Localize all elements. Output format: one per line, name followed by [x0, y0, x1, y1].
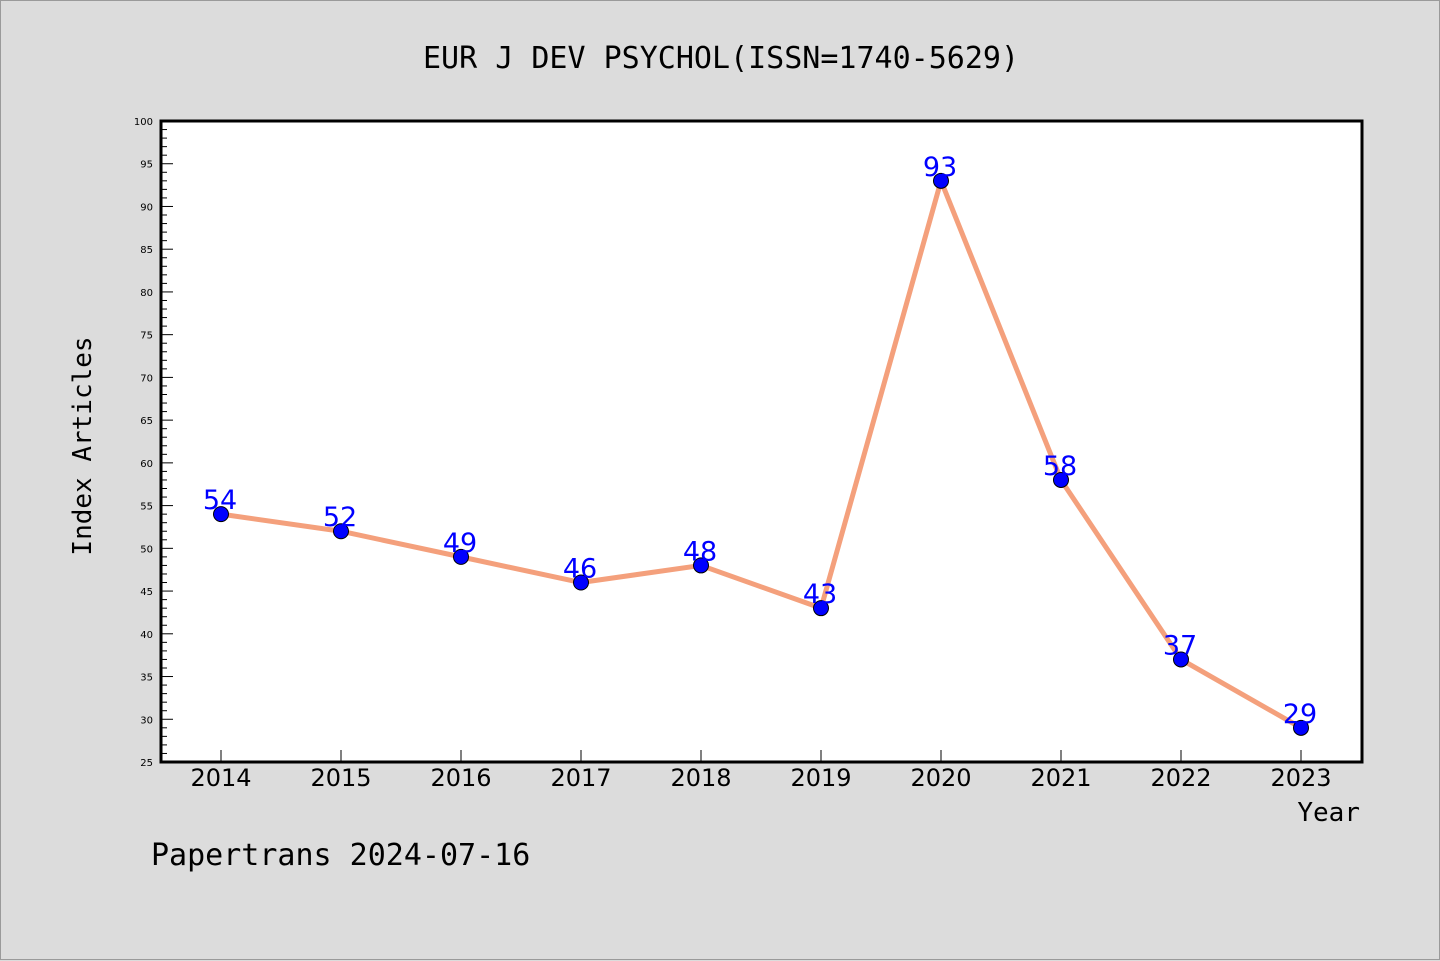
data-point	[453, 548, 469, 565]
y-axis: 25 30 35 40 45 50 55 60 65 70 75 80 85 90 95 100	[134, 117, 173, 769]
data-label: 49	[443, 528, 477, 559]
data-label: 93	[923, 152, 957, 183]
x-tick-label: 2017	[550, 764, 611, 792]
data-point	[1293, 719, 1309, 736]
data-point	[813, 600, 829, 617]
data-label: 46	[563, 554, 597, 585]
y-tick-label: 100	[134, 117, 153, 128]
y-tick-label: 25	[140, 758, 153, 769]
x-axis-label: Year	[1297, 798, 1360, 828]
y-tick-label: 70	[140, 373, 153, 384]
data-point	[573, 574, 589, 591]
y-tick-label: 75	[140, 331, 153, 342]
data-point	[693, 557, 709, 574]
y-tick-label: 30	[140, 715, 153, 726]
data-point	[933, 172, 949, 189]
y-tick-label: 45	[140, 587, 153, 598]
y-tick-label: 85	[140, 245, 153, 256]
y-tick-label: 60	[140, 459, 153, 470]
x-tick-label: 2018	[670, 764, 731, 792]
series-line	[218, 178, 1304, 731]
y-tick-label: 90	[140, 202, 153, 213]
x-tick-label: 2020	[910, 764, 971, 792]
y-tick-label: 65	[140, 416, 153, 427]
data-label: 43	[803, 579, 837, 610]
y-tick-label: 55	[140, 502, 153, 513]
x-tick-label: 2023	[1270, 764, 1331, 792]
data-point	[1173, 651, 1189, 668]
y-tick-label: 35	[140, 673, 153, 684]
series-group: 54 52 49 46 48 43 93 58 37 29	[203, 152, 1317, 736]
plot-area	[159, 119, 1364, 764]
footer-text: Papertrans 2024-07-16	[151, 838, 530, 873]
x-tick-label: 2014	[190, 764, 251, 792]
data-point	[1053, 471, 1069, 488]
x-tick-label: 2021	[1030, 764, 1091, 792]
data-label: 58	[1043, 451, 1077, 482]
y-tick-label: 40	[140, 630, 153, 641]
x-tick-label: 2016	[430, 764, 491, 792]
x-tick-label: 2022	[1150, 764, 1211, 792]
y-tick-label: 95	[140, 160, 153, 171]
x-axis: 2014 2015 2016 2017 2018 2019 2020 2021 2022 2023	[190, 750, 1332, 792]
y-tick-label: 50	[140, 544, 153, 555]
x-tick-label: 2015	[310, 764, 371, 792]
data-label: 54	[203, 485, 237, 516]
data-point	[213, 506, 229, 523]
chart-title: EUR J DEV PSYCHOL(ISSN=1740-5629)	[423, 41, 1019, 76]
data-label: 52	[323, 502, 357, 533]
data-label: 48	[683, 536, 717, 567]
x-tick-label: 2019	[790, 764, 851, 792]
data-label: 37	[1163, 630, 1197, 661]
y-axis-label: Index Articles	[68, 336, 98, 555]
y-tick-label: 80	[140, 288, 153, 299]
data-label: 29	[1283, 699, 1317, 730]
data-point	[333, 523, 349, 540]
